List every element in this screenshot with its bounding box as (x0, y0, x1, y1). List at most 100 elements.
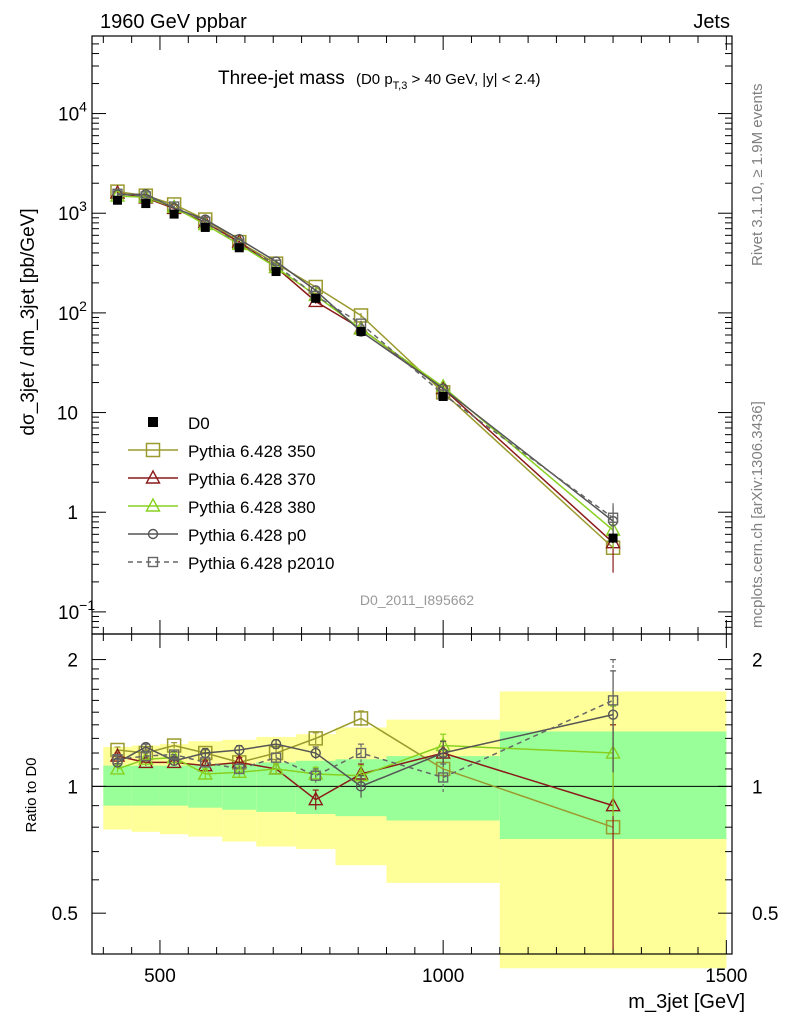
ratio-y-tick-label-left-0: 0.5 (52, 904, 78, 925)
y-tick-label-base-2: 10 (57, 404, 78, 425)
y-tick-label-base-0: 10 (58, 603, 79, 624)
ratio-marker-1-1 (138, 753, 154, 769)
ratio-marker-4-8 (437, 772, 449, 783)
data-point-6 (311, 293, 321, 303)
ratio-line-series-2 (117, 744, 614, 777)
data-point-5 (271, 267, 281, 277)
ratio-line-series-3 (117, 713, 614, 788)
ratio-y-tick-label-left-1: 1 (67, 777, 78, 798)
ratio-marker-4-2 (168, 749, 180, 760)
data-point-0 (112, 195, 122, 205)
ratio-marker-2-5 (268, 760, 284, 775)
y-tick-label-base-4: 10 (58, 204, 79, 225)
legend-label-data: D0 (188, 414, 210, 433)
ratio-marker-4-0 (112, 754, 123, 765)
legend: D0 Pythia 6.428 350 Pythia 6.428 370 Pythia… (128, 414, 335, 573)
chart-title-sub: (D0 p (356, 71, 393, 88)
ratio-y-tick-label-left-2: 2 (67, 651, 78, 672)
y-tick-label-exp-4: 3 (79, 198, 87, 214)
y-tick-label-top-1: 1 (67, 503, 78, 524)
ratio-marker-4-1 (140, 750, 152, 762)
y-tick-label-exp-0: −1 (79, 597, 95, 613)
chart-title-main: Three-jet mass (218, 68, 345, 89)
data-point-3 (200, 222, 210, 232)
ratio-marker-4-3 (200, 757, 211, 768)
y-tick-label-top-2: 10 (57, 404, 78, 425)
y-tick-label-exp-5: 4 (79, 99, 87, 115)
y-axis-label-top: dσ_3jet / dm_3jet [pb/GeV] (18, 208, 39, 435)
y-axis-label-bottom: Ratio to D0 (23, 757, 40, 832)
data-point-8 (438, 391, 448, 401)
legend-label-1: Pythia 6.428 370 (188, 470, 316, 489)
x-tick-label-500: 500 (144, 966, 176, 987)
data-point-9 (608, 533, 618, 543)
legend-label-2: Pythia 6.428 380 (188, 498, 316, 517)
ratio-marker-0-6 (308, 731, 323, 746)
legend-marker-data (148, 417, 158, 427)
top-line-series-4 (117, 193, 614, 519)
ratio-series-group (109, 658, 621, 950)
ratio-marker-1-6 (308, 791, 324, 806)
ratio-marker-4-7 (355, 747, 367, 759)
ratio-marker-4-6 (310, 770, 321, 781)
ratio-marker-2-3 (197, 765, 213, 780)
ratio-marker-2-0 (109, 760, 126, 775)
legend-label-3: Pythia 6.428 p0 (188, 526, 306, 545)
data-point-2 (169, 209, 179, 219)
chart-title-sub-index: T,3 (393, 80, 408, 92)
side-label-top: Rivet 3.1.10, ≥ 1.9M events (749, 84, 766, 267)
ratio-axis-ticks: 500 1000 1500 0.5 0.5 1 1 2 2 (52, 634, 778, 987)
top-line-series-0 (117, 190, 614, 549)
data-points-group (112, 195, 618, 543)
ratio-inner-band-1 (131, 765, 160, 806)
ratio-inner-band-2 (159, 765, 189, 806)
analysis-watermark: D0_2011_I895662 (360, 592, 474, 608)
ratio-marker-2-1 (138, 750, 154, 765)
ratio-marker-4-4 (234, 763, 245, 775)
legend-label-4: Pythia 6.428 p2010 (188, 554, 335, 573)
top-line-series-3 (117, 193, 614, 522)
ratio-marker-2-4 (231, 763, 247, 778)
top-line-series-2 (117, 195, 614, 531)
legend-marker-4 (147, 556, 159, 568)
ratio-marker-4-9 (607, 695, 619, 706)
data-point-1 (141, 199, 151, 209)
ratio-marker-3-4 (234, 744, 245, 756)
legend-label-0: Pythia 6.428 350 (188, 442, 316, 461)
ratio-line-series-0 (117, 717, 614, 828)
y-tick-label-top-4: 103 (58, 198, 87, 225)
legend-marker-0 (145, 442, 161, 458)
ratio-y-tick-label-right-0: 0.5 (752, 904, 778, 925)
side-label-bottom: mcplots.cern.ch [arXiv:1306.3436] (749, 401, 766, 628)
top-line-series-1 (117, 192, 614, 544)
data-point-7 (356, 327, 366, 337)
ratio-marker-2-6 (308, 765, 324, 780)
ratio-inner-band-0 (103, 765, 132, 806)
y-tick-label-exp-3: 2 (79, 298, 87, 314)
x-axis-label: m_3jet [GeV] (628, 991, 745, 1013)
legend-marker-3 (147, 528, 159, 540)
ratio-marker-3-7 (355, 781, 367, 792)
x-tick-label-1500: 1500 (705, 966, 747, 987)
ratio-marker-3-5 (270, 738, 282, 750)
ratio-y-tick-label-right-2: 2 (752, 651, 763, 672)
ratio-plot-frame (91, 633, 733, 955)
ratio-marker-3-8 (437, 747, 449, 759)
ratio-y-tick-label-right-1: 1 (752, 777, 763, 798)
ratio-line-series-1 (117, 752, 614, 807)
ratio-line-series-4 (117, 699, 614, 779)
y-tick-label-top-3: 102 (58, 298, 87, 325)
y-tick-label-top-5: 104 (58, 99, 87, 126)
ratio-plot-panel: 500 1000 1500 0.5 0.5 1 1 2 2 (52, 633, 778, 987)
ratio-marker-0-7 (353, 711, 369, 726)
y-tick-label-top-0: 10−1 (58, 597, 95, 624)
legend-marker-2 (145, 497, 161, 512)
header-right: Jets (693, 11, 730, 33)
top-marker-4-9 (607, 512, 619, 523)
y-tick-label-base-1: 1 (67, 503, 78, 524)
data-point-4 (234, 243, 244, 253)
legend-marker-1 (145, 469, 161, 484)
